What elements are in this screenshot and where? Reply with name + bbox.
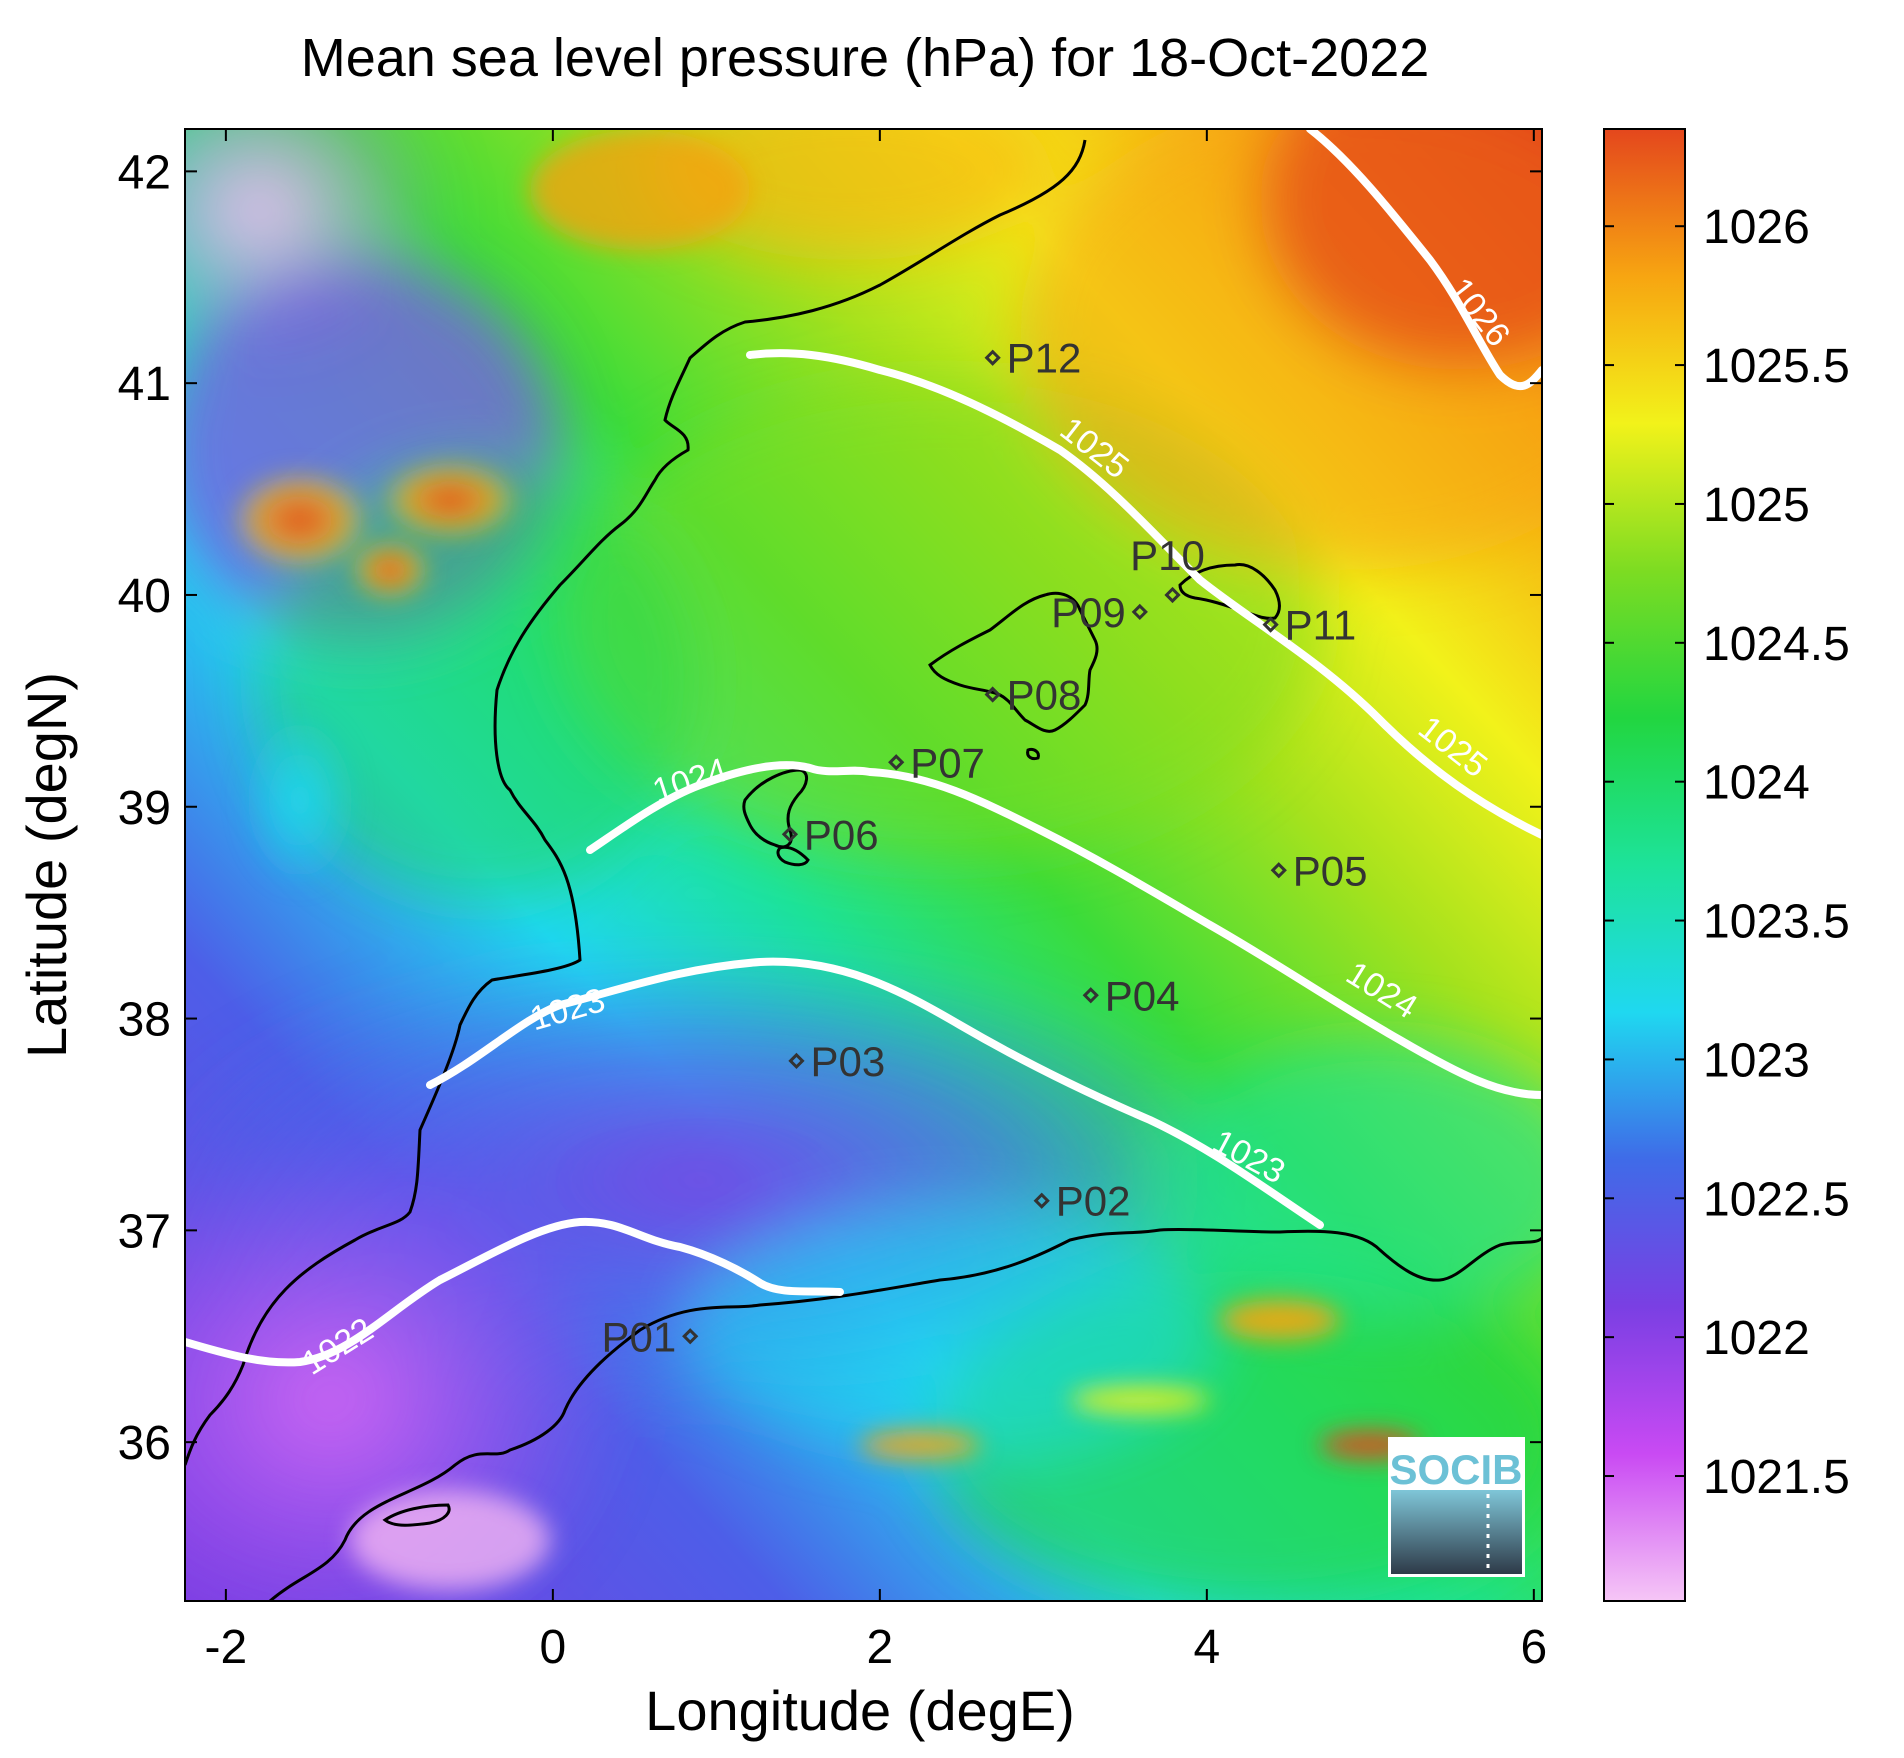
interior-hot-spot-west: [230, 470, 370, 570]
isobar-1023: [426, 957, 1324, 1229]
colorbar-tick-label: 1022: [1703, 1312, 1810, 1365]
station-marker-p08: [984, 686, 1001, 703]
chart-title: Mean sea level pressure (hPa) for 18-Oct…: [301, 28, 1430, 88]
station-label-p07: P07: [910, 739, 985, 786]
y-tick-label: 39: [118, 782, 171, 835]
isobars: [185, 129, 1542, 1367]
station-marker-p12: [984, 349, 1001, 366]
station-marker-p09: [1131, 603, 1148, 621]
algeria-yellow-streak: [1070, 1386, 1210, 1414]
y-tick-label: 38: [118, 994, 171, 1047]
station-label-p02: P02: [1056, 1178, 1131, 1225]
logo-text: SOCIB: [1389, 1446, 1522, 1493]
colorbar: 1021.5 1022 1022.5 1023 1023.5 1024 1024.5 1025…: [1603, 128, 1850, 1602]
station-marker-p11: [1262, 616, 1279, 633]
station-label-p10: P10: [1130, 532, 1205, 579]
x-tick-label: 2: [866, 1621, 893, 1674]
isobar-1022: [185, 1217, 844, 1367]
station-label-p03: P03: [810, 1038, 885, 1085]
y-tick-label: 40: [118, 570, 171, 623]
y-tick-label: 37: [118, 1205, 171, 1258]
y-tick-label: 42: [118, 146, 171, 199]
colorbar-tick-label: 1025: [1703, 479, 1810, 532]
x-axis-label: Longitude (degE): [645, 1679, 1075, 1742]
northeast-red: [1260, 129, 1542, 370]
x-tick-label: -2: [205, 1621, 248, 1674]
colorbar-tick-label: 1026: [1703, 201, 1810, 254]
station-marker-p04: [1082, 987, 1099, 1004]
station-label-p04: P04: [1105, 972, 1180, 1019]
x-tick-label: 0: [540, 1621, 567, 1674]
cabrera-outline: [1026, 748, 1040, 761]
colorbar-tick-label: 1024.5: [1703, 618, 1850, 671]
pyrenees-orange: [530, 130, 750, 250]
interior-hot-spot-east: [380, 460, 520, 540]
colorbar-tick-label: 1021.5: [1703, 1451, 1850, 1504]
plot-frame: [184, 128, 1543, 1602]
isobar-1024: [586, 761, 1542, 1099]
isobar-1026: [1306, 129, 1542, 391]
morocco-pink: [350, 1490, 550, 1590]
station-marker-p07: [888, 754, 905, 771]
station-label-p08: P08: [1007, 672, 1082, 719]
east-cyan-green: [1160, 1040, 1542, 1320]
colorbar-tick-label: 1022.5: [1703, 1173, 1850, 1226]
y-axis-label: Latitude (degN): [15, 672, 78, 1058]
x-axis: -2 0 2 4 6: [205, 129, 1547, 1674]
logo-gradient-panel: [1391, 1490, 1522, 1574]
station-marker-p10: [1164, 586, 1181, 604]
colorbar-tick-label: 1024: [1703, 757, 1810, 810]
station-marker-p02: [1033, 1192, 1050, 1209]
station-marker-p01: [682, 1328, 699, 1345]
coastlines: [185, 139, 1542, 1601]
station-label-p05: P05: [1293, 847, 1368, 894]
isobar-1025: [746, 349, 1542, 839]
station-marker-p05: [1270, 862, 1287, 879]
colorbar-tick-label: 1023.5: [1703, 896, 1850, 949]
alboran-island-outline: [382, 1503, 451, 1527]
algeria-orange-streak-1: [1220, 1300, 1340, 1340]
station-marker-p03: [788, 1052, 805, 1070]
algeria-cyan: [690, 1210, 1210, 1450]
x-tick-label: 6: [1520, 1621, 1547, 1674]
colorbar-tick-label: 1025.5: [1703, 340, 1850, 393]
station-marker-p06: [781, 826, 799, 843]
x-tick-label: 4: [1193, 1621, 1220, 1674]
station-label-p09: P09: [1051, 589, 1126, 636]
menorca-outline: [1178, 563, 1281, 620]
north-african-coastline: [269, 1227, 1542, 1601]
colorbar-tick-label: 1023: [1703, 1034, 1810, 1087]
station-label-p12: P12: [1007, 335, 1082, 382]
algeria-orange-streak-2: [860, 1431, 980, 1459]
station-label-p11: P11: [1285, 602, 1357, 649]
socib-logo: SOCIB: [1388, 1437, 1525, 1577]
y-tick-label: 36: [118, 1417, 171, 1470]
iberian-coastline: [185, 139, 1087, 1466]
colorbar-scale: [1603, 128, 1686, 1602]
interior-cyan: [240, 710, 360, 890]
interior-hot-spot-south: [350, 540, 430, 600]
station-label-p01: P01: [601, 1313, 676, 1360]
colorbar-ticks: 1021.5 1022 1022.5 1023 1023.5 1024 1024.5 1025…: [1604, 201, 1850, 1504]
formentera-outline: [776, 845, 810, 867]
y-tick-label: 41: [118, 358, 171, 411]
north-coast-orange: [650, 129, 1050, 260]
y-axis: 36 37 38 39 40 41 42: [118, 146, 1542, 1470]
pressure-field: 1022 1023 1023 1024 1024 1025 1025 1026 …: [185, 129, 1542, 1601]
station-label-p06: P06: [804, 811, 879, 858]
southwest-low: [185, 1140, 630, 1601]
